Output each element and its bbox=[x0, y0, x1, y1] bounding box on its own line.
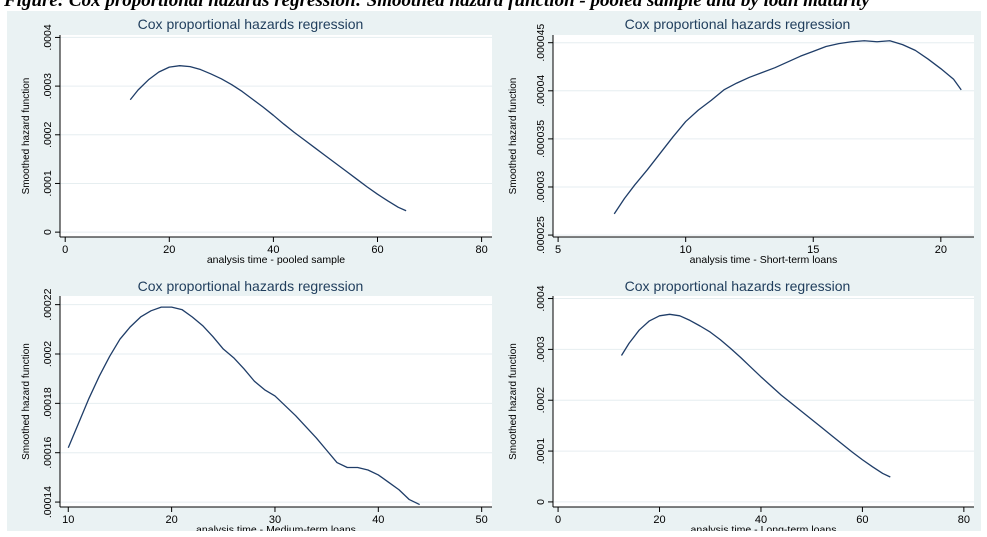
x-tick-label: 60 bbox=[856, 514, 868, 526]
plot-area bbox=[60, 296, 492, 507]
y-tick-label: .0003 bbox=[42, 73, 54, 99]
y-axis-label: Smoothed hazard function bbox=[508, 343, 519, 460]
series-line-1 bbox=[129, 65, 407, 212]
x-axis-label: analysis time - pooled sample bbox=[207, 254, 345, 266]
y-tick-label: .000025 bbox=[535, 216, 547, 254]
y-axis-label: Smoothed hazard function bbox=[21, 78, 32, 195]
x-tick-label: 40 bbox=[267, 244, 279, 256]
y-tick-label: .0001 bbox=[42, 170, 54, 196]
figure-frame: Cox proportional hazards regression 0 20 40… bbox=[7, 11, 981, 531]
x-tick-label: 40 bbox=[372, 514, 384, 526]
y-axis-label: Smoothed hazard function bbox=[21, 343, 32, 460]
x-tick-label: 0 bbox=[555, 514, 561, 526]
y-tick-label: .0003 bbox=[535, 336, 547, 362]
y-tick-label: .00003 bbox=[535, 171, 547, 203]
x-tick-label: 80 bbox=[958, 514, 970, 526]
y-tick-label: .0002 bbox=[42, 121, 54, 147]
y-tick-label: 0 bbox=[42, 229, 54, 235]
chart-panel-1: Cox proportional hazards regression 0 20 40… bbox=[21, 16, 492, 266]
plot-area bbox=[553, 35, 974, 237]
x-tick-label: 40 bbox=[755, 514, 767, 526]
x-tick-label: 20 bbox=[163, 244, 175, 256]
chart-title: Cox proportional hazards regression bbox=[138, 278, 364, 294]
x-axis-label: analysis time - Medium-term loans bbox=[196, 524, 356, 531]
y-axis-label: Smoothed hazard function bbox=[508, 78, 519, 195]
x-tick-label: 80 bbox=[475, 244, 487, 256]
x-axis-label: analysis time - Long-term loans bbox=[691, 524, 837, 531]
plot-area bbox=[60, 35, 492, 237]
chart-title: Cox proportional hazards regression bbox=[625, 16, 851, 32]
y-tick-label: .00022 bbox=[42, 288, 54, 320]
y-tick-label: .0002 bbox=[42, 341, 54, 367]
x-tick-label: 20 bbox=[165, 514, 177, 526]
chart-panel-2: Cox proportional hazards regression 5 10 15… bbox=[508, 16, 974, 266]
y-tick-label: .0004 bbox=[535, 285, 547, 311]
x-tick-label: 20 bbox=[653, 514, 665, 526]
chart-panel-4: Cox proportional hazards regression 0 20 40… bbox=[508, 278, 974, 531]
y-tick-label: .00018 bbox=[42, 387, 54, 419]
plot-area bbox=[553, 296, 974, 507]
y-tick-label: .00016 bbox=[42, 436, 54, 468]
x-tick-label: 30 bbox=[269, 514, 281, 526]
x-tick-label: 5 bbox=[555, 244, 561, 256]
y-tick-label: .000035 bbox=[535, 120, 547, 158]
chart-panel-3: Cox proportional hazards regression 10 20 3… bbox=[21, 278, 492, 531]
y-tick-label: .000045 bbox=[535, 24, 547, 62]
chart-title: Cox proportional hazards regression bbox=[138, 16, 364, 32]
y-tick-label: .00014 bbox=[42, 486, 54, 518]
x-tick-label: 0 bbox=[62, 244, 68, 256]
y-tick-label: 0 bbox=[535, 499, 547, 505]
series-line-1 bbox=[613, 40, 962, 215]
y-tick-label: .00004 bbox=[535, 75, 547, 107]
y-tick-label: .0004 bbox=[42, 24, 54, 50]
x-tick-label: 10 bbox=[62, 514, 74, 526]
chart-panels: Cox proportional hazards regression 0 20 40… bbox=[21, 16, 974, 531]
y-tick-label: .0001 bbox=[535, 438, 547, 464]
series-line-1 bbox=[67, 306, 420, 506]
x-axis-label: analysis time - Short-term loans bbox=[690, 254, 838, 266]
x-tick-label: 10 bbox=[680, 244, 692, 256]
y-tick-label: .0002 bbox=[535, 387, 547, 413]
series-line-1 bbox=[620, 313, 891, 478]
figure-caption: Figure: Cox proportional hazards regress… bbox=[4, 0, 870, 11]
chart-title: Cox proportional hazards regression bbox=[625, 278, 851, 294]
x-tick-label: 50 bbox=[476, 514, 488, 526]
x-tick-label: 20 bbox=[935, 244, 947, 256]
x-tick-label: 60 bbox=[371, 244, 383, 256]
x-tick-label: 15 bbox=[807, 244, 819, 256]
